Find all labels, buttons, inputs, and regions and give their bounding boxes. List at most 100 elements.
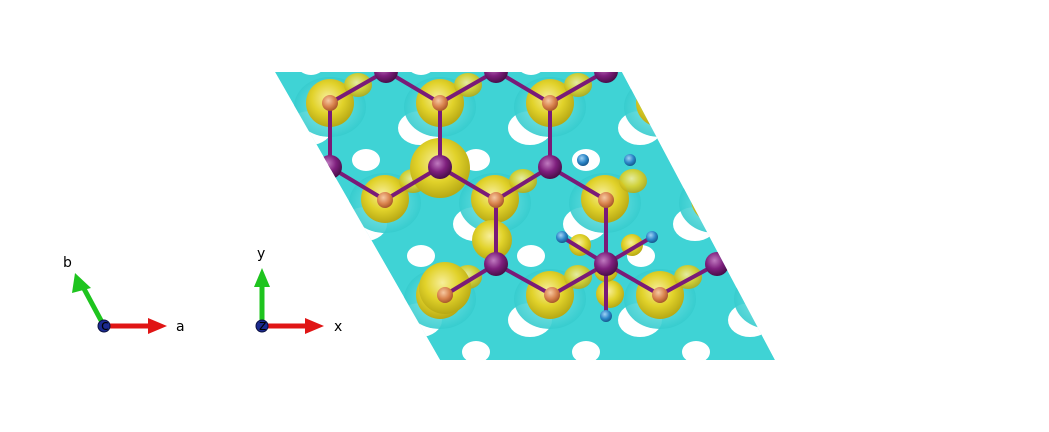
- b-axis-label: b: [63, 255, 72, 271]
- cyan-lobe: [459, 365, 531, 425]
- yellow-lobe: [691, 0, 739, 31]
- void: [957, 245, 985, 267]
- cyan-lobe: [1009, 365, 1049, 425]
- purple-atom: [705, 252, 729, 276]
- yellow-lobe: [361, 0, 409, 31]
- yellow-lobe: [691, 367, 739, 415]
- void: [893, 207, 937, 241]
- cyan-lobe: [239, 0, 311, 41]
- void: [123, 15, 167, 49]
- yellow-lobe: [275, 175, 299, 223]
- cartesian-axes-triad: z y x: [254, 246, 342, 335]
- cyan-lobe: [19, 173, 91, 233]
- orange-atom: [544, 287, 560, 303]
- yellow-lobe: [31, 0, 79, 31]
- yellow-lobe: [179, 169, 207, 193]
- void: [838, 111, 882, 145]
- cyan-lobe: [129, 0, 201, 41]
- void: [453, 399, 497, 432]
- cyan-lobe: [459, 0, 531, 41]
- cyan-lobe: [789, 173, 861, 233]
- void: [838, 303, 882, 337]
- yellow-lobe: [399, 0, 427, 1]
- cyan-lobe: [74, 269, 146, 329]
- cyan-lobe: [275, 173, 311, 233]
- yellow-lobe: [344, 265, 372, 289]
- yellow-lobe: [1004, 265, 1032, 289]
- cyan-lobe: [569, 365, 641, 425]
- void: [682, 149, 710, 171]
- yellow-lobe: [509, 361, 537, 385]
- yellow-lobe: [289, 0, 317, 1]
- void: [407, 72, 435, 75]
- yellow-lobe: [801, 175, 849, 223]
- cyan-lobe: [0, 77, 36, 137]
- yellow-lobe: [361, 367, 409, 415]
- cyan-lobe: [19, 0, 91, 41]
- yellow-lobe: [801, 0, 849, 31]
- yellow-lobe: [596, 280, 624, 308]
- yellow-lobe: [691, 175, 739, 223]
- yellow-lobe: [856, 79, 904, 127]
- yellow-lobe: [894, 73, 922, 97]
- yellow-lobe: [69, 0, 97, 1]
- y-axis-arrowhead: [254, 268, 270, 287]
- cyan-lobe: [624, 77, 696, 137]
- atoms: [318, 72, 729, 322]
- cyan-lobe: [789, 365, 861, 425]
- cyan-lobe: [239, 365, 311, 425]
- void: [792, 341, 820, 363]
- void: [572, 341, 600, 360]
- blue-atom: [624, 154, 636, 166]
- yellow-lobe: [581, 367, 629, 415]
- void: [893, 15, 937, 49]
- yellow-lobe: [729, 361, 757, 385]
- orange-atom: [377, 192, 393, 208]
- purple-atom: [594, 252, 618, 276]
- cyan-lobe: [184, 77, 256, 137]
- blue-atom: [556, 231, 568, 243]
- cyan-lobe: [349, 365, 421, 425]
- void: [352, 149, 380, 171]
- void: [627, 72, 655, 75]
- yellow-lobe: [141, 0, 189, 31]
- yellow-lobe: [911, 175, 959, 223]
- cyan-lobe: [569, 0, 641, 41]
- purple-atom: [594, 72, 618, 83]
- void: [343, 399, 387, 432]
- yellow-lobe: [69, 169, 97, 193]
- void: [275, 207, 277, 241]
- z-axis-label: z: [259, 318, 266, 334]
- void: [902, 341, 930, 363]
- purple-atom: [428, 155, 452, 179]
- void: [893, 399, 937, 432]
- yellow-lobe: [619, 169, 647, 193]
- cyan-lobe: [789, 0, 861, 41]
- purple-atom: [484, 72, 508, 83]
- void: [517, 72, 545, 75]
- blue-atom: [600, 310, 612, 322]
- void: [288, 303, 332, 337]
- a-axis-label: a: [176, 319, 185, 335]
- cyan-lobe: [954, 269, 1026, 329]
- cyan-lobe: [679, 365, 751, 425]
- void: [673, 399, 717, 432]
- cyan-lobe: [844, 77, 916, 137]
- void: [1003, 207, 1047, 241]
- yellow-lobe: [1021, 367, 1049, 415]
- yellow-lobe: [856, 271, 904, 319]
- void: [242, 149, 270, 171]
- void: [682, 341, 710, 360]
- yellow-lobe: [196, 271, 244, 319]
- yellow-lobe: [839, 169, 867, 193]
- void: [563, 399, 607, 432]
- void: [948, 303, 992, 337]
- void: [783, 15, 827, 49]
- void: [187, 53, 215, 75]
- yellow-lobe: [399, 361, 427, 385]
- orange-atom: [488, 192, 504, 208]
- yellow-lobe: [949, 361, 977, 385]
